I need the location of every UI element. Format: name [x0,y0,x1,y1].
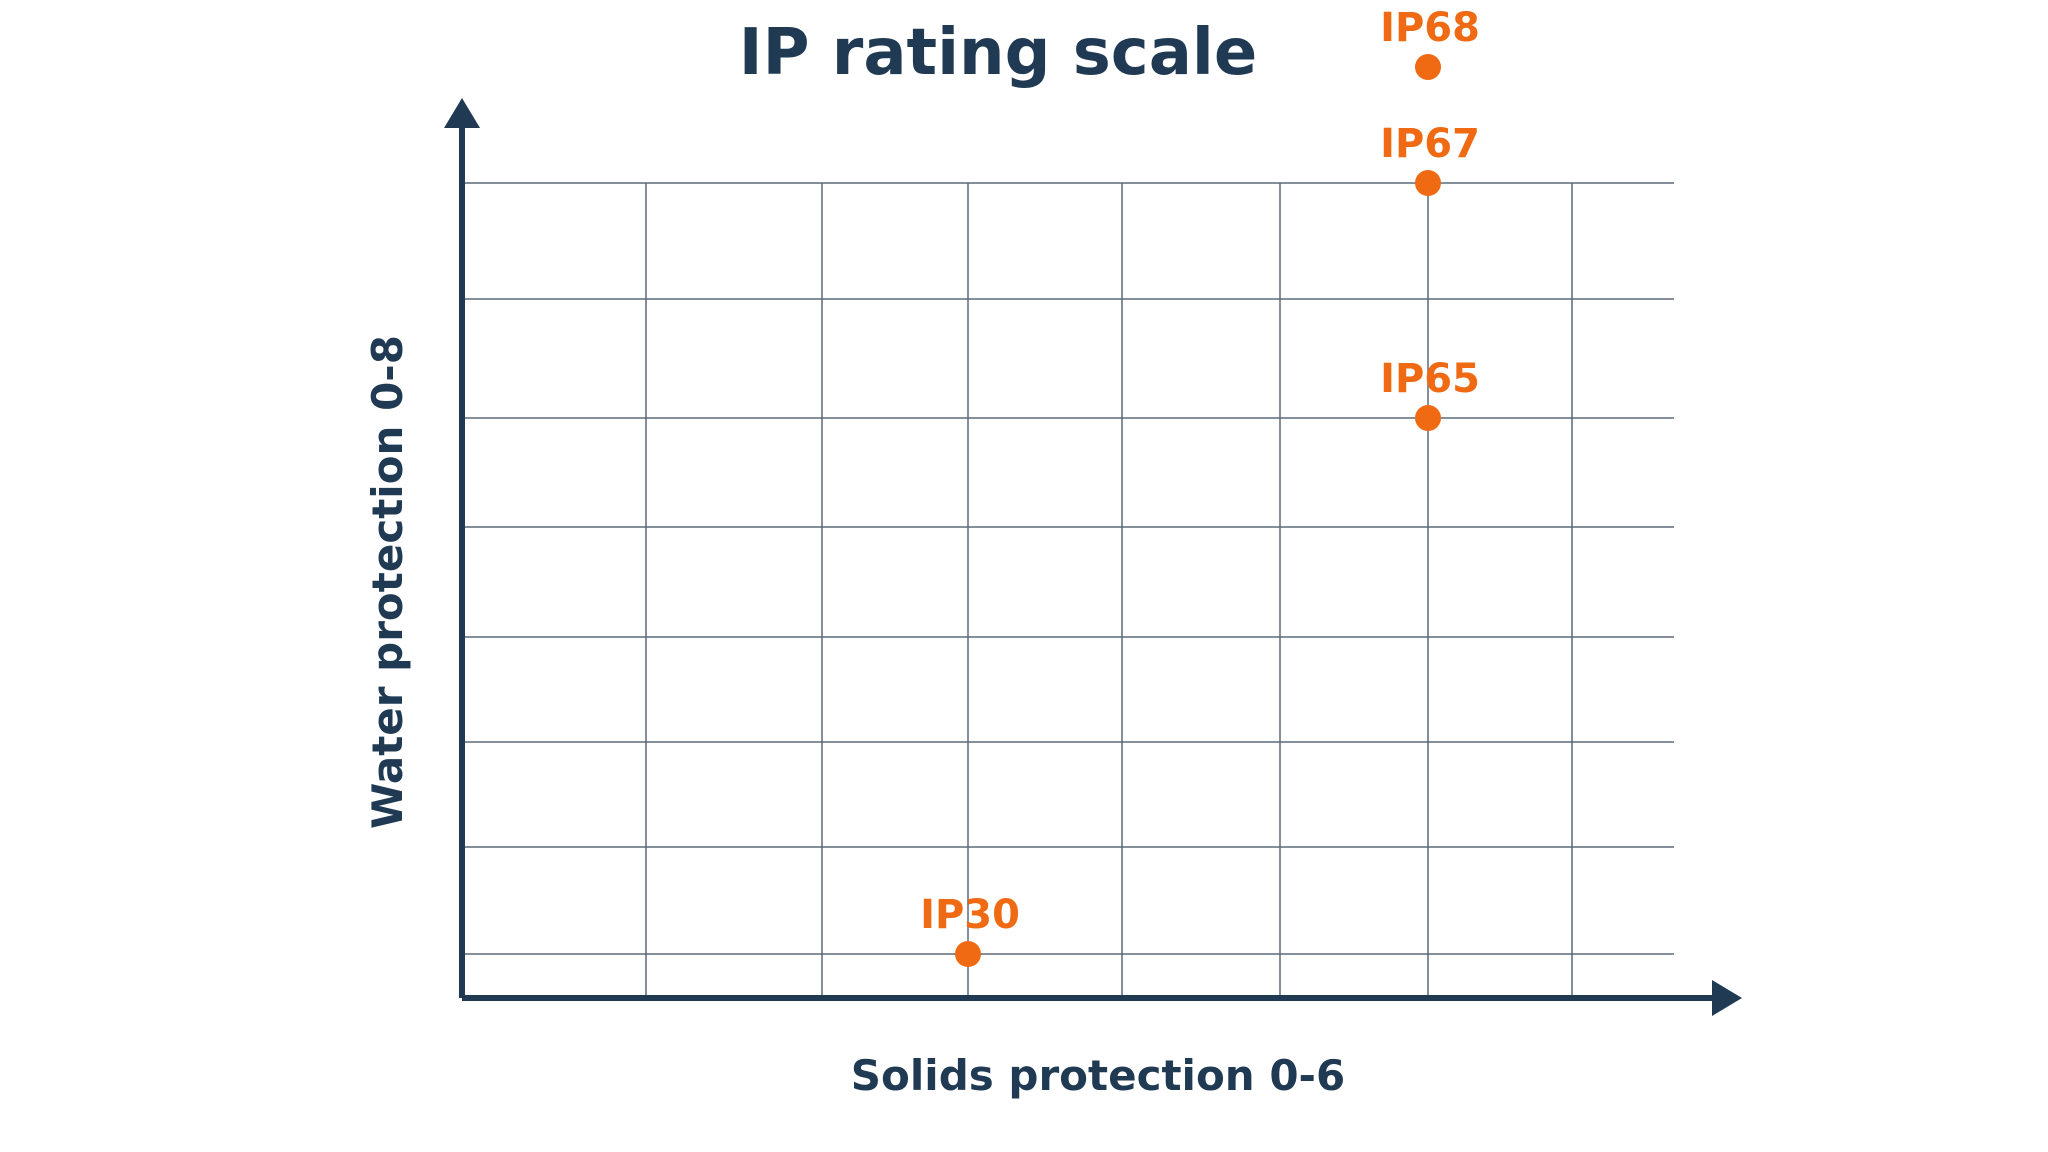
point-label-ip67: IP67 [1380,121,1480,167]
x-axis-label: Solids protection 0-6 [851,1051,1345,1100]
point-label-ip30: IP30 [920,892,1020,938]
y-axis-label: Water protection 0-8 [363,335,412,829]
axes [444,98,1742,1016]
point-label-ip68: IP68 [1380,5,1480,51]
y-axis-arrow [444,98,480,128]
data-point-ip65 [1415,405,1441,431]
data-point-ip30 [955,941,981,967]
chart-title: IP rating scale [739,16,1258,90]
data-point-ip67 [1415,170,1441,196]
x-axis-arrow [1712,980,1742,1016]
point-label-ip65: IP65 [1380,356,1480,402]
grid [462,182,1674,998]
data-point-ip68 [1415,54,1441,80]
data-points: IP30 IP65 IP67 IP68 [920,5,1480,967]
